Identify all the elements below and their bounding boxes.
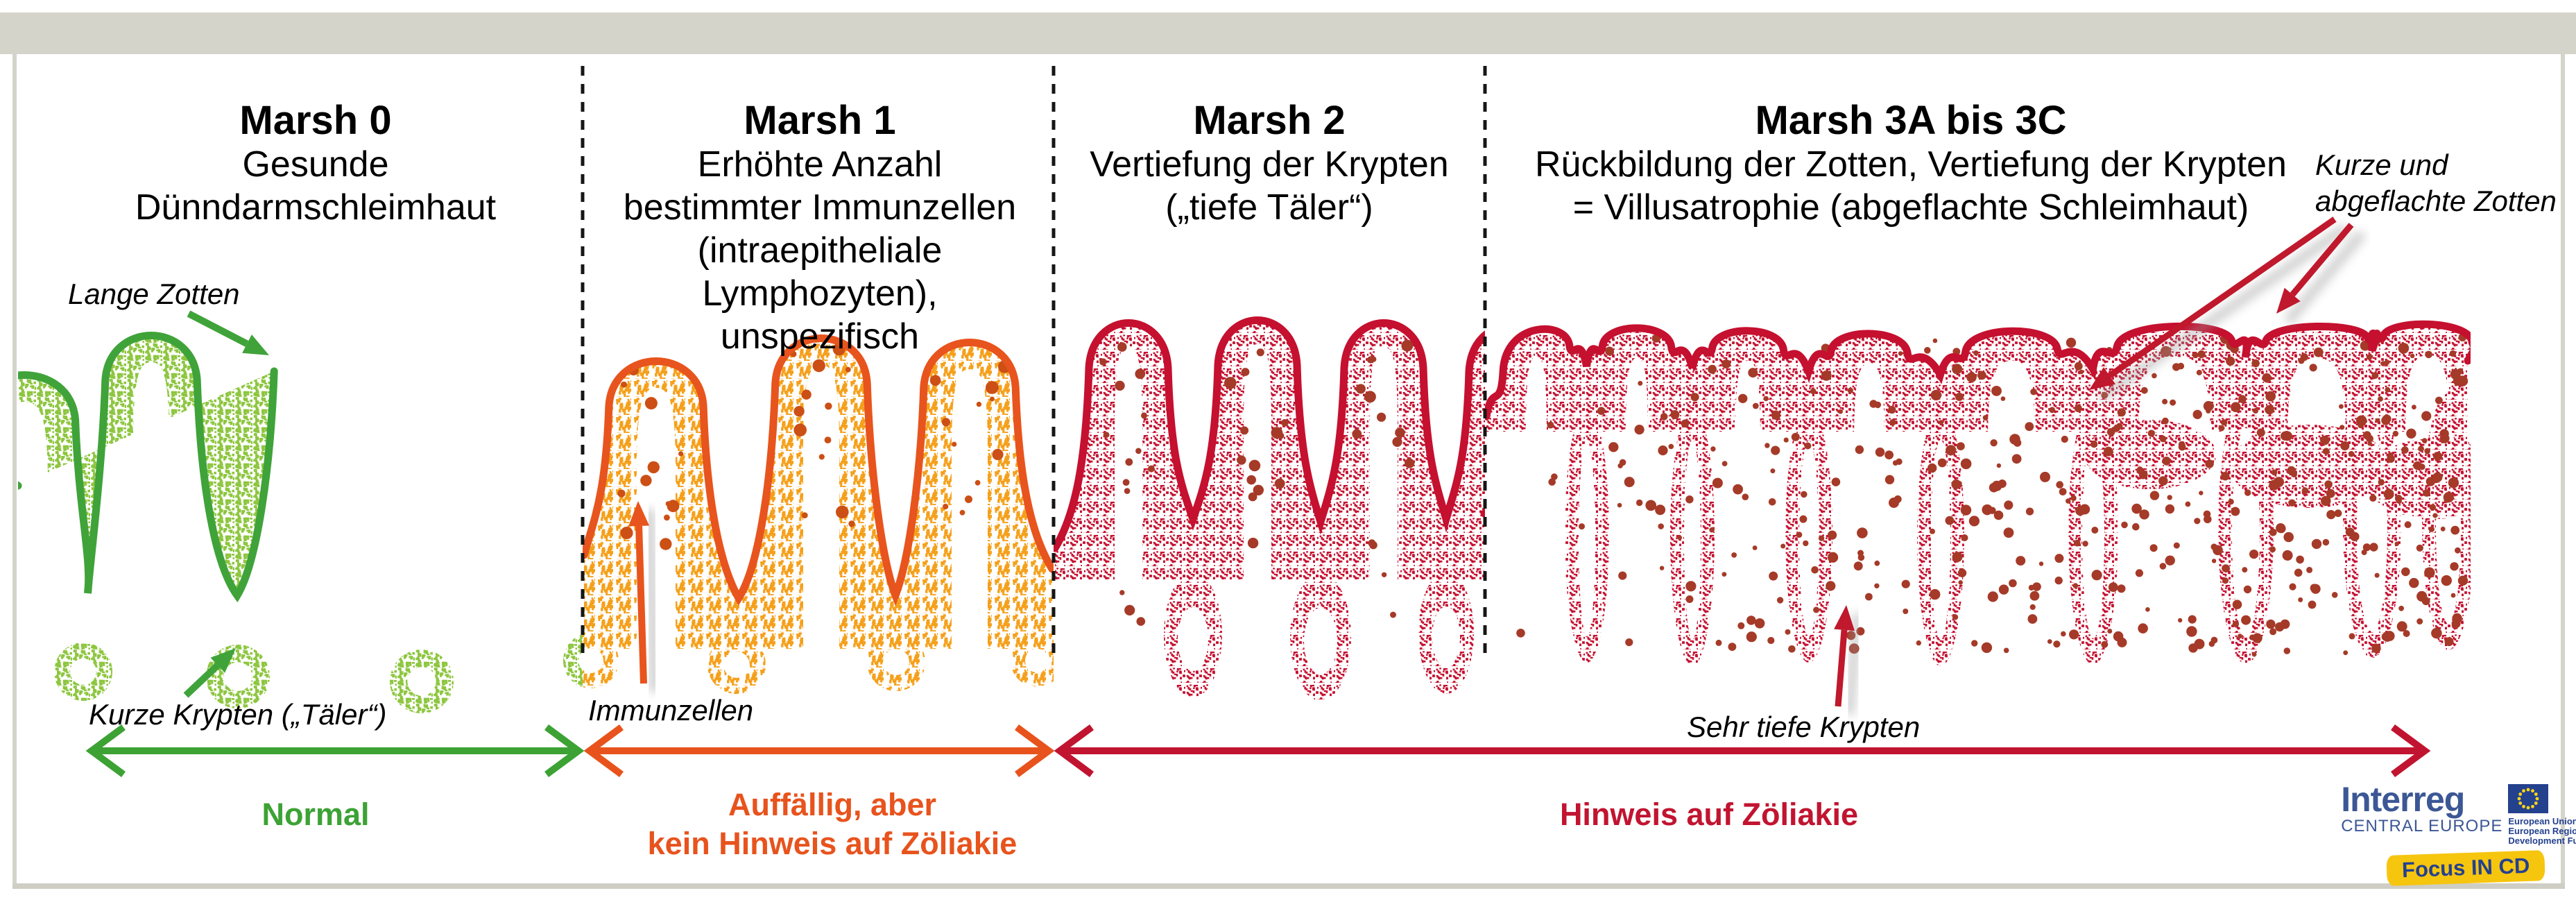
frame-right-border (2561, 54, 2565, 886)
section-title: Marsh 0 (239, 98, 392, 143)
top-gray-band (0, 12, 2576, 54)
section-description: Rückbildung der Zotten, Vertiefung der K… (1535, 144, 2287, 185)
frame-bottom-border (12, 883, 2565, 889)
annotation-sehr-tiefe-krypten: Sehr tiefe Krypten (1687, 711, 1921, 743)
section-title: Marsh 1 (744, 98, 896, 143)
eu-text-line: European Union (2508, 816, 2576, 826)
section-description: (intraepitheliale Lymphozyten), (697, 230, 943, 314)
section-description: unspezifisch (720, 316, 920, 357)
annotation-immunzellen: Immunzellen (588, 694, 754, 727)
interreg-logo: Interreg CENTRAL EUROPE European Union E… (2341, 782, 2576, 886)
frame-left-border (12, 54, 17, 886)
interreg-brand-text: Interreg (2341, 780, 2465, 819)
focus-in-cd-banner: Focus IN CD (2386, 850, 2545, 886)
eu-text-line: Development Fund (2508, 835, 2576, 846)
zone-label-hinweis: Hinweis auf Zöliakie (1559, 797, 1859, 832)
section-header-marsh3: Marsh 3A bis 3C Rückbildung der Zotten, … (1498, 99, 2324, 229)
section-description: = Villusatrophie (abgeflachte Schleimhau… (1572, 187, 2249, 228)
annotation-lange-zotten: Lange Zotten (68, 278, 240, 310)
section-header-marsh0: Marsh 0 Gesunde Dünndarmschleimhaut (73, 99, 558, 229)
section-description: Gesunde Dünndarmschleimhaut (135, 144, 497, 228)
section-description: („tiefe Täler“) (1165, 187, 1373, 228)
section-description: Erhöhte Anzahl (697, 144, 943, 185)
section-title: Marsh 3A bis 3C (1755, 98, 2067, 143)
central-europe-text: CENTRAL EUROPE (2341, 817, 2503, 835)
section-header-marsh2: Marsh 2 Vertiefung der Krypten („tiefe T… (1061, 99, 1477, 229)
section-description: Vertiefung der Krypten (1090, 144, 1449, 185)
annotation-line: Kurze und (2315, 148, 2448, 181)
annotation-line: abgeflachte Zotten (2315, 185, 2557, 217)
section-title: Marsh 2 (1193, 98, 1346, 143)
annotation-kurze-abgeflachte-zotten: Kurze und abgeflachte Zotten (2315, 147, 2557, 219)
eu-flag-icon (2508, 784, 2549, 813)
annotation-kurze-krypten: Kurze Krypten („Täler“) (89, 698, 387, 731)
section-description: bestimmter Immunzellen (623, 187, 1017, 228)
zone-label-auffaellig: Auffällig, aber kein Hinweis auf Zöliaki… (647, 787, 1017, 861)
section-header-marsh1: Marsh 1 Erhöhte Anzahl bestimmter Immunz… (595, 99, 1045, 358)
zone-label-normal: Normal (261, 797, 370, 832)
eu-text-line: European Regional (2508, 826, 2576, 836)
